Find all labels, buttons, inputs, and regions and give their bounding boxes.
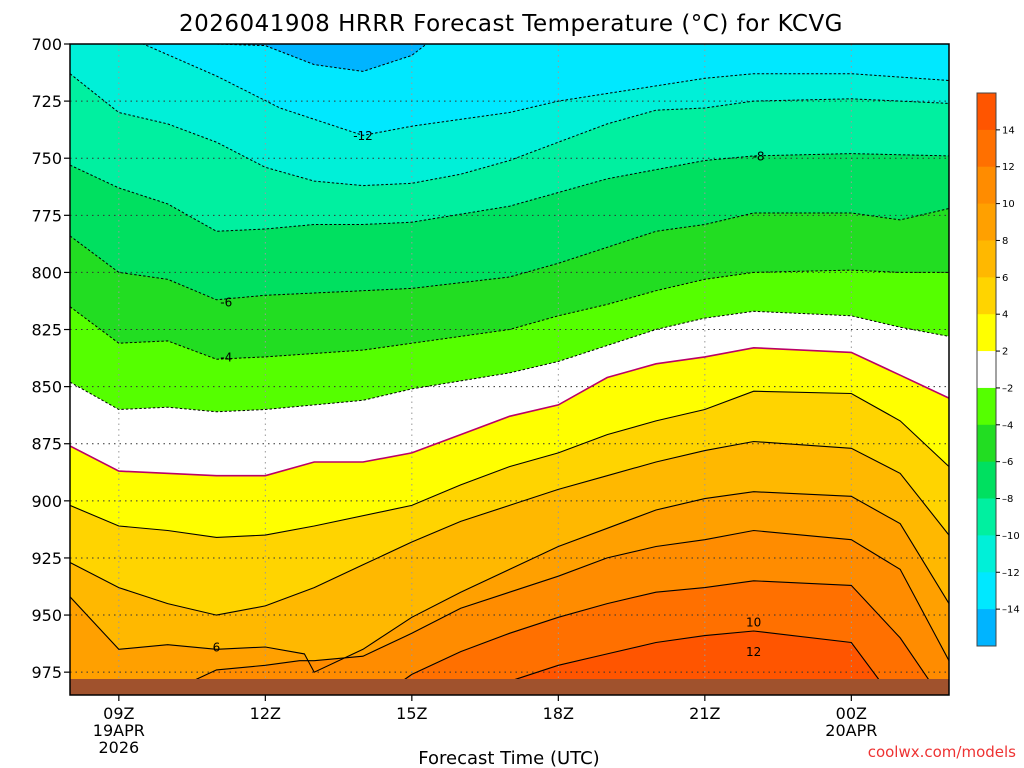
contour-12-C bbox=[460, 630, 891, 695]
colorbar-frame bbox=[976, 92, 997, 647]
colorbar-swatch bbox=[977, 461, 996, 500]
x-tick-label: 15Z bbox=[396, 704, 427, 723]
contour-10-C bbox=[382, 580, 940, 695]
contour-label: -6 bbox=[220, 296, 232, 310]
colorbar-swatch bbox=[977, 572, 996, 610]
colorbar-label: 2 bbox=[1002, 347, 1008, 358]
colorbar-label: –4 bbox=[1002, 420, 1013, 431]
y-tick-label: 950 bbox=[31, 606, 62, 625]
x-tick-label: 18Z bbox=[543, 704, 574, 723]
contour-label: 6 bbox=[213, 641, 221, 655]
colorbar-swatch bbox=[977, 93, 996, 131]
y-tick-label: 700 bbox=[31, 35, 62, 54]
colorbar-swatch bbox=[977, 240, 996, 278]
colorbar-label: 12 bbox=[1002, 162, 1015, 173]
colorbar-swatch bbox=[977, 314, 996, 352]
contour--12-C bbox=[70, 44, 949, 136]
colorbar-label: –10 bbox=[1002, 531, 1020, 542]
x-tick-label: 09Z bbox=[103, 704, 134, 723]
colorbar-label: 6 bbox=[1002, 273, 1008, 284]
colorbar-swatch bbox=[977, 203, 996, 241]
temperature-shading bbox=[70, 44, 949, 695]
y-tick-label: 975 bbox=[31, 663, 62, 682]
chart-title: 2026041908 HRRR Forecast Temperature (°C… bbox=[179, 11, 843, 37]
contour--4-C bbox=[70, 269, 949, 360]
colorbar: 14 12 10 8 6 4 2 –2 –4 –6 –8 –10 –12 –14 bbox=[976, 92, 1020, 647]
colorbar-swatch bbox=[977, 166, 996, 205]
colorbar-label: –14 bbox=[1002, 605, 1020, 616]
colorbar-swatch bbox=[977, 387, 996, 426]
colorbar-label: –12 bbox=[1002, 568, 1020, 579]
colorbar-label: 4 bbox=[1002, 310, 1008, 321]
ground-surface bbox=[70, 679, 949, 695]
contour-2-C bbox=[70, 390, 949, 538]
plot-frame bbox=[69, 43, 950, 696]
colorbar-label: –2 bbox=[1002, 383, 1013, 394]
contour--14-C bbox=[216, 44, 427, 72]
contour-label: -8 bbox=[753, 149, 765, 163]
contour-0-C bbox=[70, 346, 949, 477]
contour-label: 12 bbox=[746, 645, 761, 659]
colorbar-label: –6 bbox=[1002, 457, 1013, 468]
contour-8-C bbox=[177, 529, 949, 689]
y-tick-label: 725 bbox=[31, 92, 62, 111]
contour-4-C bbox=[70, 440, 949, 616]
colorbar-swatch bbox=[977, 129, 996, 168]
contour-lines bbox=[70, 44, 949, 695]
x-axis-label: Forecast Time (UTC) bbox=[418, 748, 599, 768]
y-tick-label: 900 bbox=[31, 492, 62, 511]
colorbar-swatch bbox=[977, 498, 996, 536]
colorbar-label: 14 bbox=[1002, 125, 1015, 136]
x-tick-label: 21Z bbox=[689, 704, 720, 723]
colorbar-swatch bbox=[977, 535, 996, 573]
credit-link[interactable]: coolwx.com/models bbox=[868, 743, 1016, 761]
colorbar-label: 8 bbox=[1002, 236, 1008, 247]
y-axis: 700 725 750 775 800 825 850 875 900 925 950 975 bbox=[31, 35, 70, 682]
x-tick-label: 00Z bbox=[836, 704, 867, 723]
x-tick-label: 2026 bbox=[98, 738, 139, 757]
contour-6-C bbox=[70, 491, 949, 673]
colorbar-label: –8 bbox=[1002, 494, 1013, 505]
contour--8-C bbox=[70, 153, 949, 232]
y-tick-label: 875 bbox=[31, 435, 62, 454]
contour-label: -4 bbox=[220, 350, 232, 364]
y-tick-label: 925 bbox=[31, 549, 62, 568]
contour-label: -12 bbox=[353, 129, 373, 143]
colorbar-label: 10 bbox=[1002, 199, 1015, 210]
colorbar-swatch bbox=[977, 351, 996, 389]
x-tick-label: 19APR bbox=[93, 721, 145, 740]
contour-label: 10 bbox=[746, 615, 761, 629]
y-tick-label: 800 bbox=[31, 263, 62, 282]
contour-labels: -12 -8 -6 -4 6 10 12 bbox=[213, 129, 765, 659]
x-tick-label: 20APR bbox=[825, 721, 877, 740]
grid-lines bbox=[70, 44, 949, 695]
cold-pocket bbox=[216, 44, 427, 72]
colorbar-swatch bbox=[977, 609, 996, 647]
y-tick-label: 775 bbox=[31, 206, 62, 225]
x-tick-label: 12Z bbox=[250, 704, 281, 723]
y-tick-label: 750 bbox=[31, 149, 62, 168]
colorbar-swatch bbox=[977, 277, 996, 315]
contour--10-C bbox=[70, 73, 949, 187]
y-tick-label: 825 bbox=[31, 321, 62, 340]
colorbar-swatch bbox=[977, 424, 996, 463]
y-tick-label: 850 bbox=[31, 378, 62, 397]
contour--6-C bbox=[70, 208, 949, 301]
